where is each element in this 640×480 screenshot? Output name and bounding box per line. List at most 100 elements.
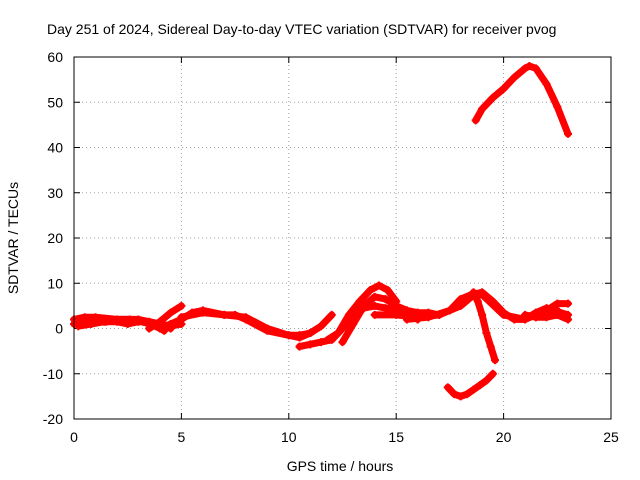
data-point <box>392 301 401 310</box>
data-point <box>486 342 495 351</box>
data-point <box>456 295 465 304</box>
series-group <box>70 62 573 401</box>
data-point <box>471 116 480 125</box>
x-axis-label: GPS time / hours <box>287 458 394 474</box>
data-point <box>478 288 487 297</box>
x-tick-label: 20 <box>496 429 512 445</box>
data-point <box>370 292 379 301</box>
data-point <box>317 338 326 347</box>
data-point <box>370 301 379 310</box>
data-point <box>198 308 207 317</box>
plot-frame <box>73 56 612 420</box>
data-point <box>306 329 315 338</box>
data-point <box>112 315 121 324</box>
data-point <box>220 310 229 319</box>
x-tick-label: 10 <box>281 429 297 445</box>
series-track <box>472 62 572 138</box>
data-point <box>349 319 358 328</box>
series-track <box>145 302 185 332</box>
data-point <box>564 129 573 138</box>
data-point <box>478 310 487 319</box>
x-tick-label: 25 <box>603 429 619 445</box>
data-point <box>443 383 452 392</box>
data-point <box>564 299 573 308</box>
y-tick-label: -20 <box>43 411 63 427</box>
y-tick-label: -10 <box>43 366 63 382</box>
data-point <box>482 376 491 385</box>
data-point <box>295 331 304 340</box>
data-point <box>491 356 500 365</box>
data-point <box>375 281 384 290</box>
data-point <box>542 80 551 89</box>
data-point <box>263 326 272 335</box>
data-point <box>74 322 83 331</box>
data-point <box>475 381 484 390</box>
data-point <box>306 340 315 349</box>
data-point <box>488 297 497 306</box>
data-point <box>284 331 293 340</box>
y-tick-label: 0 <box>55 321 63 337</box>
data-point <box>478 105 487 114</box>
data-point <box>91 313 100 322</box>
data-point <box>145 324 154 333</box>
data-point <box>366 286 375 295</box>
data-point <box>355 297 364 306</box>
data-point <box>542 306 551 315</box>
data-point <box>134 315 143 324</box>
y-tick-label: 30 <box>47 185 63 201</box>
y-tick-label: 10 <box>47 275 63 291</box>
data-point <box>327 310 336 319</box>
x-tick-label: 0 <box>70 429 78 445</box>
data-point <box>383 286 392 295</box>
data-point <box>553 310 562 319</box>
data-point <box>424 313 433 322</box>
series-track <box>339 293 443 346</box>
data-point <box>564 315 573 324</box>
series-track <box>296 311 336 339</box>
data-point <box>445 306 454 315</box>
data-point <box>553 299 562 308</box>
data-point <box>482 329 491 338</box>
data-point <box>488 93 497 102</box>
data-point <box>510 315 519 324</box>
data-point <box>381 304 390 313</box>
data-point <box>370 310 379 319</box>
data-point <box>338 338 347 347</box>
data-point <box>473 297 482 306</box>
data-point <box>450 390 459 399</box>
data-point <box>469 385 478 394</box>
x-tick-label: 15 <box>388 429 404 445</box>
data-point <box>166 319 175 328</box>
data-point <box>469 288 478 297</box>
grid <box>74 57 611 419</box>
data-point <box>295 342 304 351</box>
data-point <box>542 313 551 322</box>
data-point <box>463 390 472 399</box>
data-point <box>553 102 562 111</box>
data-point <box>499 84 508 93</box>
data-point <box>177 301 186 310</box>
data-point <box>381 295 390 304</box>
data-point <box>531 313 540 322</box>
data-point <box>488 369 497 378</box>
y-tick-label: 50 <box>47 94 63 110</box>
data-point <box>155 317 164 326</box>
data-point <box>231 310 240 319</box>
data-point <box>359 301 368 310</box>
y-axis-label: SDTVAR / TECUs <box>5 182 21 294</box>
data-point <box>402 315 411 324</box>
data-point <box>392 310 401 319</box>
data-point <box>80 313 89 322</box>
data-point <box>510 73 519 82</box>
axis-ticks: 0 5 10 15 20 25 -20 -10 0 10 20 30 40 50 60 <box>43 49 619 445</box>
data-point <box>499 308 508 317</box>
data-point <box>344 310 353 319</box>
chart-title: Day 251 of 2024, Sidereal Day-to-day VTE… <box>47 21 556 37</box>
data-point <box>87 319 96 328</box>
data-point <box>456 392 465 401</box>
y-tick-label: 40 <box>47 140 63 156</box>
data-point <box>166 308 175 317</box>
data-point <box>323 335 332 344</box>
x-tick-label: 5 <box>178 429 186 445</box>
